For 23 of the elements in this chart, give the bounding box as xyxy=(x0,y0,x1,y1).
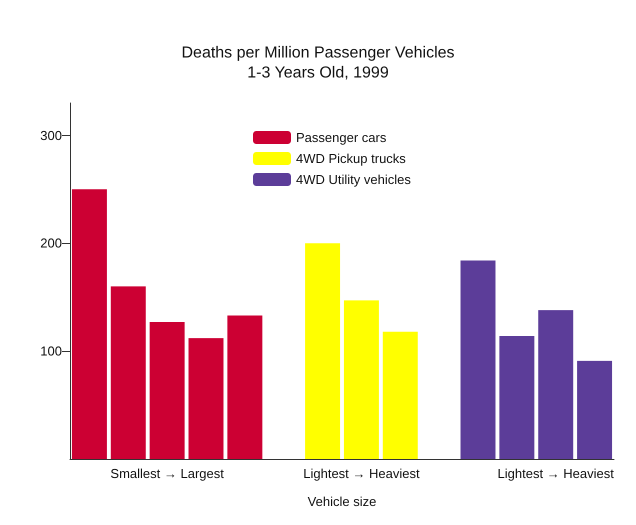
bar xyxy=(227,316,262,459)
bar xyxy=(150,322,185,459)
bar xyxy=(499,336,534,459)
bar xyxy=(72,189,107,459)
x-axis-title: Vehicle size xyxy=(308,494,376,509)
bar xyxy=(382,332,418,459)
bar xyxy=(188,338,224,459)
bar xyxy=(460,260,496,459)
bar xyxy=(110,286,146,459)
x-tick-label: Lightest → Heaviest xyxy=(303,466,420,481)
y-tick-label: 300 xyxy=(40,128,62,143)
bar xyxy=(344,300,379,459)
bar xyxy=(305,243,340,459)
x-tick-label: Lightest → Heaviest xyxy=(498,466,614,481)
legend-label: 4WD Utility vehicles xyxy=(296,172,412,187)
legend-label: Passenger cars xyxy=(296,130,387,145)
legend-label: 4WD Pickup trucks xyxy=(296,151,406,166)
chart-title: Deaths per Million Passenger Vehicles 1-3 Years Old, 1999 xyxy=(181,44,455,82)
bar xyxy=(538,310,574,459)
y-tick-label: 200 xyxy=(40,236,62,251)
x-tick-label: Smallest → Largest xyxy=(110,466,224,481)
y-tick-label: 100 xyxy=(40,344,62,359)
bar xyxy=(577,360,612,459)
